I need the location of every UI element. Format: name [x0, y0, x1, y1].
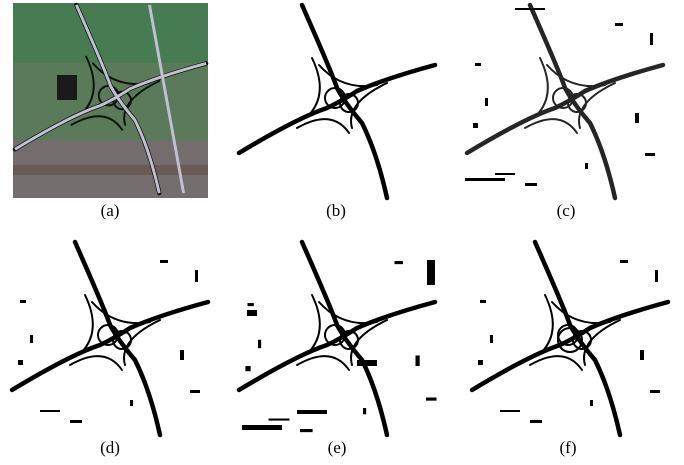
panel-label: (c) [557, 201, 576, 220]
satellite-image [13, 3, 208, 198]
panel-label: (d) [100, 438, 120, 457]
figure: (a) (b) (c) (d) (e) (f) [0, 0, 684, 465]
road-map [12, 242, 208, 435]
page: (a) (b) (c) (d) (e) (f) (() => { const d… [0, 0, 684, 465]
road-map [239, 242, 437, 435]
road-map [239, 5, 435, 198]
panel-label: (a) [101, 201, 120, 220]
panel-label: (b) [326, 201, 346, 220]
panel-label: (f) [560, 438, 577, 457]
panel-label: (e) [328, 438, 347, 457]
road-map [465, 5, 663, 198]
road-map [472, 242, 668, 435]
